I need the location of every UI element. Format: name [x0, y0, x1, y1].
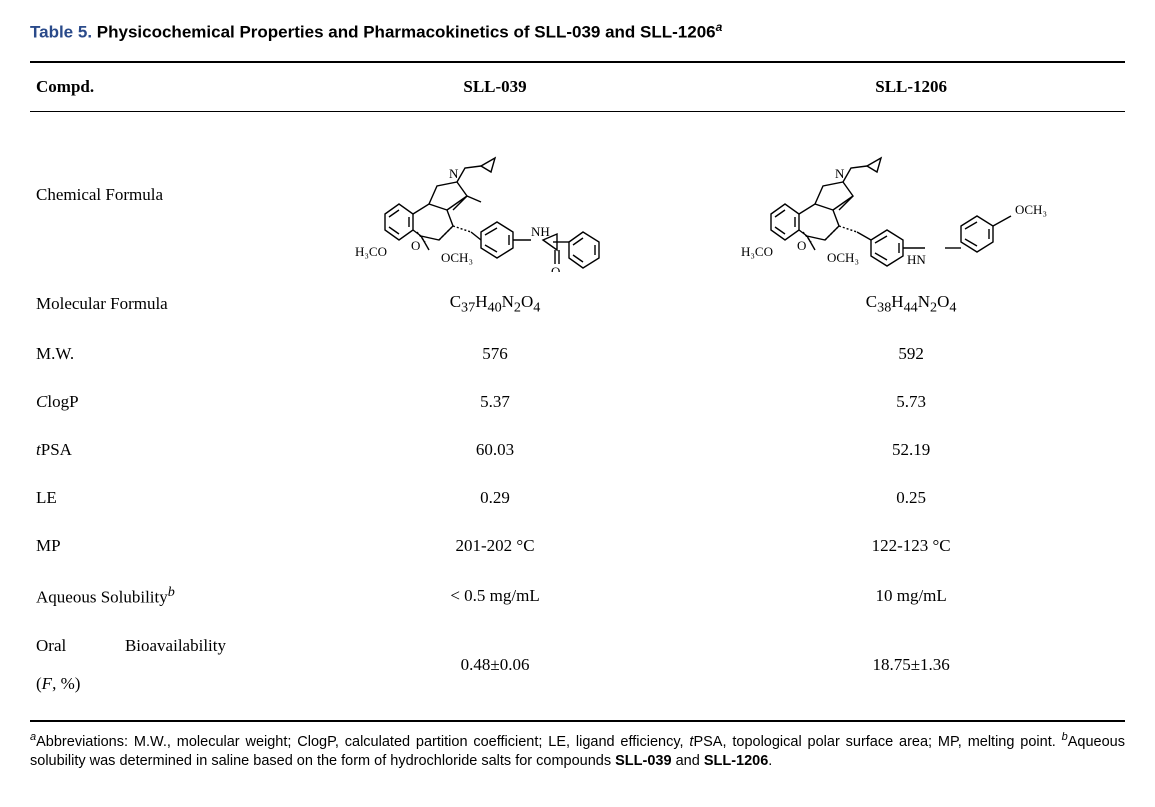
value-mw-sll039: 576 [293, 330, 697, 378]
row-mp: MP 201-202 °C 122-123 °C [30, 522, 1125, 570]
value-aqsol-sll039: < 0.5 mg/mL [293, 570, 697, 622]
value-mw-sll1206: 592 [697, 330, 1125, 378]
row-aqueous-solubility: Aqueous Solubilityb < 0.5 mg/mL 10 mg/mL [30, 570, 1125, 622]
label-aqsol: Aqueous Solubilityb [30, 570, 293, 622]
title-superscript: a [716, 20, 723, 34]
value-mp-sll1206: 122-123 °C [697, 522, 1125, 570]
svg-text:O: O [411, 238, 420, 253]
row-chemical-formula: Chemical Formula [30, 111, 1125, 278]
label-oral: Oral Bioavailability (F, %) [30, 622, 293, 721]
svg-text:NH: NH [531, 224, 550, 239]
col-header-sll1206: SLL-1206 [697, 62, 1125, 112]
row-molecular-formula: Molecular Formula C37H40N2O4 C38H44N2O4 [30, 278, 1125, 330]
molecule-icon: H₃CO OCH₃ N O NH O [325, 122, 665, 272]
svg-text:H₃CO: H₃CO [355, 244, 387, 259]
value-tpsa-sll039: 60.03 [293, 426, 697, 474]
properties-table: Compd. SLL-039 SLL-1206 Chemical Formula [30, 61, 1125, 722]
value-clogp-sll039: 5.37 [293, 378, 697, 426]
row-le: LE 0.29 0.25 [30, 474, 1125, 522]
value-oral-sll1206: 18.75±1.36 [697, 622, 1125, 721]
label-molecular-formula: Molecular Formula [30, 278, 293, 330]
label-chemical-formula: Chemical Formula [30, 111, 293, 278]
value-tpsa-sll1206: 52.19 [697, 426, 1125, 474]
col-header-sll039: SLL-039 [293, 62, 697, 112]
molecule-icon: H₃CO OCH₃ N O HN OCH₃ [731, 122, 1091, 272]
label-le: LE [30, 474, 293, 522]
value-molformula-sll1206: C38H44N2O4 [697, 278, 1125, 330]
table-number: Table 5. [30, 23, 92, 42]
svg-text:HN: HN [907, 252, 926, 267]
label-clogp: ClogP [30, 378, 293, 426]
label-mw: M.W. [30, 330, 293, 378]
value-aqsol-sll1206: 10 mg/mL [697, 570, 1125, 622]
value-le-sll039: 0.29 [293, 474, 697, 522]
label-mp: MP [30, 522, 293, 570]
value-clogp-sll1206: 5.73 [697, 378, 1125, 426]
svg-text:OCH₃: OCH₃ [827, 250, 859, 265]
row-clogp: ClogP 5.37 5.73 [30, 378, 1125, 426]
row-tpsa: tPSA 60.03 52.19 [30, 426, 1125, 474]
svg-text:H₃CO: H₃CO [741, 244, 773, 259]
svg-text:O: O [551, 264, 560, 272]
label-tpsa: tPSA [30, 426, 293, 474]
structure-sll039: H₃CO OCH₃ N O NH O [293, 111, 697, 278]
value-molformula-sll039: C37H40N2O4 [293, 278, 697, 330]
row-mw: M.W. 576 592 [30, 330, 1125, 378]
col-header-compd: Compd. [30, 62, 293, 112]
value-le-sll1206: 0.25 [697, 474, 1125, 522]
table-footnote: aAbbreviations: M.W., molecular weight; … [30, 730, 1125, 772]
value-mp-sll039: 201-202 °C [293, 522, 697, 570]
value-oral-sll039: 0.48±0.06 [293, 622, 697, 721]
table-header-row: Compd. SLL-039 SLL-1206 [30, 62, 1125, 112]
table-title-text: Physicochemical Properties and Pharmacok… [97, 23, 716, 42]
svg-text:OCH₃: OCH₃ [1015, 202, 1047, 217]
svg-text:N: N [449, 166, 459, 181]
structure-sll1206: H₃CO OCH₃ N O HN OCH₃ [697, 111, 1125, 278]
svg-text:O: O [797, 238, 806, 253]
svg-text:OCH₃: OCH₃ [441, 250, 473, 265]
svg-text:N: N [835, 166, 845, 181]
row-oral-bioavailability: Oral Bioavailability (F, %) 0.48±0.06 18… [30, 622, 1125, 721]
footnote-a-text: Abbreviations: M.W., molecular weight; C… [36, 734, 689, 750]
table-caption: Table 5. Physicochemical Properties and … [30, 20, 1125, 43]
